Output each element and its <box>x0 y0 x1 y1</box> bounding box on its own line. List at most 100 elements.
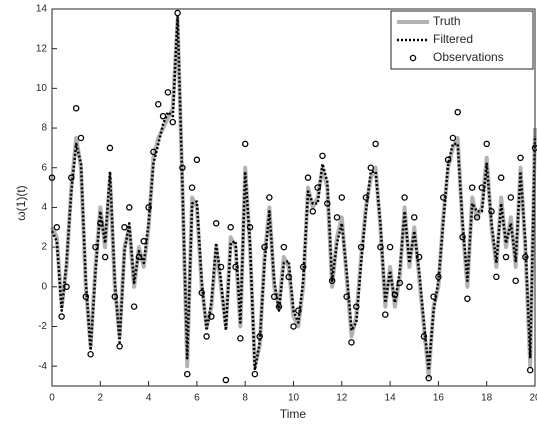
observation-marker <box>406 283 413 291</box>
observation-marker <box>212 220 220 227</box>
observation-marker <box>333 214 341 221</box>
observation-marker <box>415 253 423 261</box>
observation-marker <box>493 273 500 281</box>
observation-marker <box>304 174 312 181</box>
observation-marker <box>280 243 288 251</box>
x-tick-label: 4 <box>146 393 152 404</box>
legend: Truth Filtered Observations <box>390 10 534 70</box>
observation-marker <box>410 214 418 221</box>
x-tick-label: 6 <box>194 393 200 404</box>
observation-marker <box>338 194 346 201</box>
observation-marker <box>174 9 181 17</box>
y-axis-label: ω(1)(t) <box>14 185 28 220</box>
observation-marker <box>183 370 191 378</box>
observation-marker <box>169 118 176 126</box>
observation-marker <box>386 243 394 251</box>
observation-marker <box>328 277 336 285</box>
observation-marker <box>464 295 471 302</box>
observation-marker <box>164 89 172 96</box>
observation-marker <box>488 208 495 215</box>
observation-marker <box>367 164 375 171</box>
observation-marker <box>362 194 370 201</box>
observation-marker <box>97 220 104 227</box>
observation-marker <box>483 140 490 148</box>
observation-marker <box>179 164 186 171</box>
observation-marker <box>193 156 201 164</box>
observation-marker <box>444 156 452 164</box>
y-tick-label: -4 <box>38 361 47 372</box>
observation-marker <box>299 263 307 271</box>
observation-marker <box>101 253 109 261</box>
y-tick-label: 10 <box>36 83 48 94</box>
observation-marker <box>275 303 283 310</box>
y-tick-label: 6 <box>41 162 47 173</box>
legend-marker <box>409 54 417 62</box>
observation-marker <box>507 194 515 201</box>
observation-marker <box>82 293 90 300</box>
observation-marker <box>522 253 529 261</box>
observation-marker <box>454 108 461 116</box>
y-tick-label: 8 <box>41 123 47 134</box>
observation-marker <box>439 194 447 201</box>
y-tick-label: 4 <box>41 202 47 213</box>
observation-marker <box>459 233 466 241</box>
observation-marker <box>106 144 114 152</box>
observation-marker <box>468 184 476 191</box>
observation-marker <box>343 293 350 300</box>
observation-marker <box>401 194 408 201</box>
observation-marker <box>478 184 486 191</box>
observation-marker <box>150 148 157 156</box>
observation-marker <box>53 224 61 231</box>
observation-marker <box>377 243 384 251</box>
observation-marker <box>391 291 399 298</box>
observation-marker <box>208 313 215 320</box>
observation-marker <box>130 303 138 310</box>
observation-marker <box>270 293 278 300</box>
observation-marker <box>217 263 225 271</box>
observation-marker <box>155 100 162 108</box>
observation-marker <box>198 289 205 296</box>
observation-marker <box>435 273 442 281</box>
observation-marker <box>188 184 196 191</box>
observation-marker <box>517 154 524 162</box>
observation-marker <box>473 214 481 221</box>
observation-marker <box>203 333 210 340</box>
observation-marker <box>135 253 143 261</box>
observation-marker <box>497 174 505 181</box>
observation-marker <box>237 335 244 342</box>
observation-marker <box>502 253 510 261</box>
observation-marker <box>111 293 119 300</box>
observation-marker <box>58 313 65 320</box>
observation-marker <box>420 333 428 340</box>
y-tick-label: 12 <box>36 43 48 54</box>
filtered-line <box>50 15 537 372</box>
observation-marker <box>126 204 133 211</box>
observation-marker <box>68 174 75 181</box>
y-tick-label: 2 <box>41 242 47 253</box>
observation-marker <box>63 283 70 291</box>
observation-marker <box>222 376 230 384</box>
observation-marker <box>251 370 259 378</box>
x-tick-label: 18 <box>481 393 493 404</box>
observation-marker <box>309 208 317 215</box>
observation-marker <box>227 224 234 231</box>
observation-marker <box>261 243 268 251</box>
x-tick-label: 0 <box>49 393 55 404</box>
observation-marker <box>319 152 326 160</box>
observation-marker <box>285 273 292 281</box>
observation-marker <box>241 140 249 148</box>
x-tick-label: 12 <box>336 393 348 404</box>
observation-marker <box>353 303 360 310</box>
observation-marker <box>449 134 457 142</box>
observation-marker <box>77 134 85 142</box>
observation-marker <box>246 224 254 231</box>
observation-marker <box>526 366 534 374</box>
observation-marker <box>266 194 273 201</box>
x-tick-label: 2 <box>98 393 104 404</box>
observation-marker <box>116 343 123 350</box>
observation-marker <box>121 224 128 231</box>
observation-marker <box>357 243 365 251</box>
observation-marker <box>145 204 152 211</box>
observation-marker <box>232 263 239 271</box>
